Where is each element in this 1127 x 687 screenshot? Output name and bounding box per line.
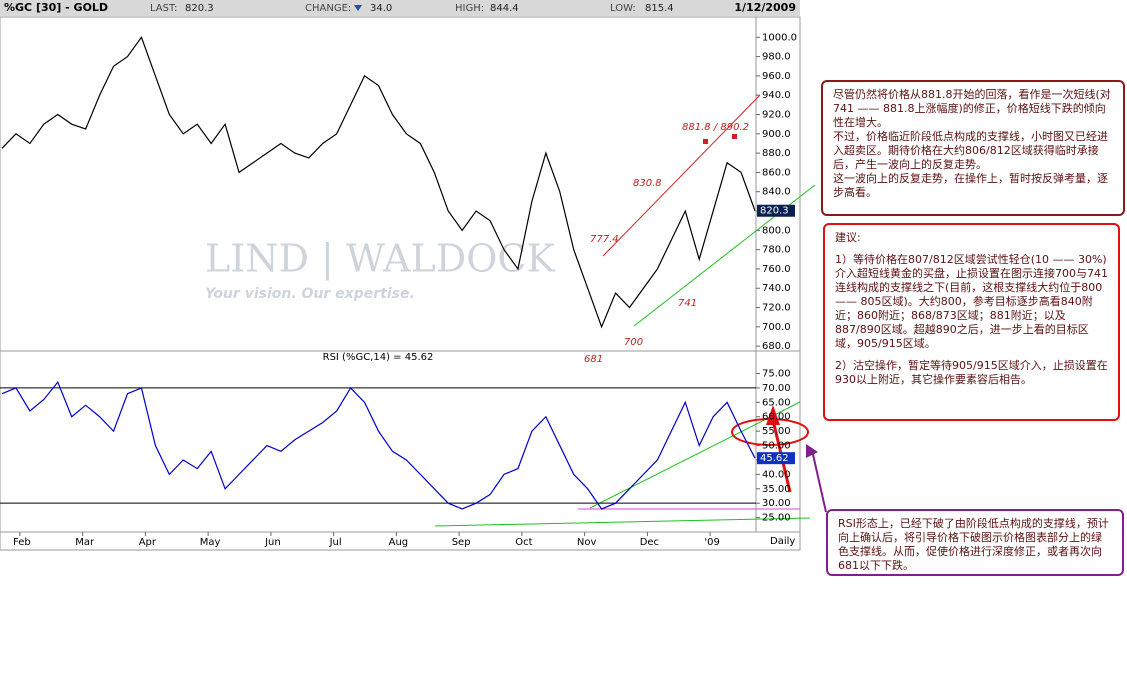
marker: [732, 134, 737, 139]
x-tick-label: '09: [704, 537, 719, 548]
note-box: 建议: 1）等待价格在807/812区域尝试性轻仓(10 —— 30%)介入超短线…: [823, 223, 1120, 421]
trend-line: [602, 94, 761, 257]
y-tick-label: 50.00: [762, 441, 791, 452]
y-tick-label: 900.0: [762, 129, 791, 140]
y-tick-label: 800.0: [762, 225, 791, 236]
note-text: 1）等待价格在807/812区域尝试性轻仓(10 —— 30%)介入超短线黄金的…: [835, 253, 1108, 350]
stat-value: 34.0: [370, 3, 392, 14]
price-annotation: 777.4: [590, 234, 619, 245]
x-tick-label: Apr: [139, 537, 157, 548]
note-text: 尽管仍然将价格从881.8开始的回落，看作是一次短线(对741 —— 881.8…: [833, 88, 1111, 129]
note-text: 这一波向上的反复走势，在操作上，暂时按反弹考量，逐步高看。: [833, 172, 1108, 199]
panel-border: [0, 16, 801, 551]
trend-line: [434, 517, 811, 527]
y-tick-label: 720.0: [762, 303, 791, 314]
x-tick-label: May: [200, 537, 221, 548]
y-tick-label: 980.0: [762, 52, 791, 63]
y-tick-label: 60.00: [762, 412, 791, 423]
rsi-title: RSI (%GC,14) = 45.62: [323, 352, 434, 363]
arrow-head: [766, 405, 780, 425]
y-tick-label: 840.0: [762, 187, 791, 198]
y-tick-label: 880.0: [762, 148, 791, 159]
note-box: RSI形态上，已经下破了由阶段低点构成的支撑线，预计向上确认后，将引导价格下破图…: [826, 509, 1124, 576]
note-text: 2）沽空操作，暂定等待905/915区域介入，止损设置在930以上附近，其它操作…: [835, 359, 1108, 386]
stat-value: 844.4: [490, 3, 519, 14]
header-bar: [0, 0, 800, 16]
current-label: 820.3: [760, 206, 789, 217]
y-tick-label: 780.0: [762, 245, 791, 256]
x-tick-label: Jul: [329, 537, 342, 548]
date: 1/12/2009: [734, 1, 796, 14]
marker: [703, 139, 708, 144]
stat-label: LAST:: [150, 3, 177, 14]
symbol: %GC [30] - GOLD: [4, 1, 108, 14]
stat-label: HIGH:: [455, 3, 484, 14]
y-tick-label: 1000.0: [762, 32, 797, 43]
note-text: 不过，价格临近阶段低点构成的支撑线，小时图又已经进入超卖区。期待价格在大约806…: [833, 130, 1108, 171]
price-annotation: 741: [678, 298, 697, 309]
y-tick-label: 25.00: [762, 513, 791, 524]
current-label: 45.62: [760, 453, 789, 464]
arrow: [811, 449, 827, 513]
y-tick-label: 75.00: [762, 369, 791, 380]
stat-label: LOW:: [610, 3, 636, 14]
y-tick-label: 960.0: [762, 71, 791, 82]
watermark-brand: LIND | WALDOCK: [205, 237, 555, 281]
x-tick-label: Nov: [577, 537, 597, 548]
series-line: [1, 380, 756, 510]
y-tick-label: 65.00: [762, 397, 791, 408]
y-tick-label: 740.0: [762, 283, 791, 294]
series-line: [1, 36, 756, 329]
arrow-head: [806, 444, 818, 458]
y-tick-label: 55.00: [762, 426, 791, 437]
x-tick-label: Sep: [452, 537, 471, 548]
stat-label: CHANGE:: [305, 3, 351, 14]
down-arrow: [354, 5, 362, 11]
x-tick-label: Dec: [640, 537, 659, 548]
price-annotation: 830.8: [633, 178, 662, 189]
x-tick-label: Aug: [389, 537, 409, 548]
price-annotation: 681: [584, 354, 603, 365]
period: Daily: [770, 536, 795, 547]
current-box: [757, 204, 795, 217]
y-tick-label: 940.0: [762, 90, 791, 101]
y-tick-label: 760.0: [762, 264, 791, 275]
x-tick-label: Mar: [75, 537, 95, 548]
y-tick-label: 70.00: [762, 383, 791, 394]
note-text: 建议:: [835, 231, 861, 244]
y-tick-label: 30.00: [762, 498, 791, 509]
price-annotation: 881.8 / 890.2: [682, 122, 749, 133]
y-tick-label: 860.0: [762, 167, 791, 178]
current-box: [757, 452, 795, 465]
stat-value: 815.4: [645, 3, 674, 14]
y-tick-label: 920.0: [762, 110, 791, 121]
y-tick-label: 35.00: [762, 484, 791, 495]
y-tick-label: 40.00: [762, 469, 791, 480]
price-annotation: 700: [624, 337, 643, 348]
note-text: RSI形态上，已经下破了由阶段低点构成的支撑线，预计向上确认后，将引导价格下破图…: [838, 517, 1109, 572]
stat-value: 820.3: [185, 3, 214, 14]
x-tick-label: Oct: [515, 537, 532, 548]
x-tick-label: Jun: [264, 537, 281, 548]
y-tick-label: 700.0: [762, 322, 791, 333]
note-box: 尽管仍然将价格从881.8开始的回落，看作是一次短线(对741 —— 881.8…: [821, 80, 1125, 216]
x-tick-label: Feb: [13, 537, 31, 548]
y-tick-label: 680.0: [762, 341, 791, 352]
watermark-tagline: Your vision. Our expertise.: [205, 286, 415, 302]
